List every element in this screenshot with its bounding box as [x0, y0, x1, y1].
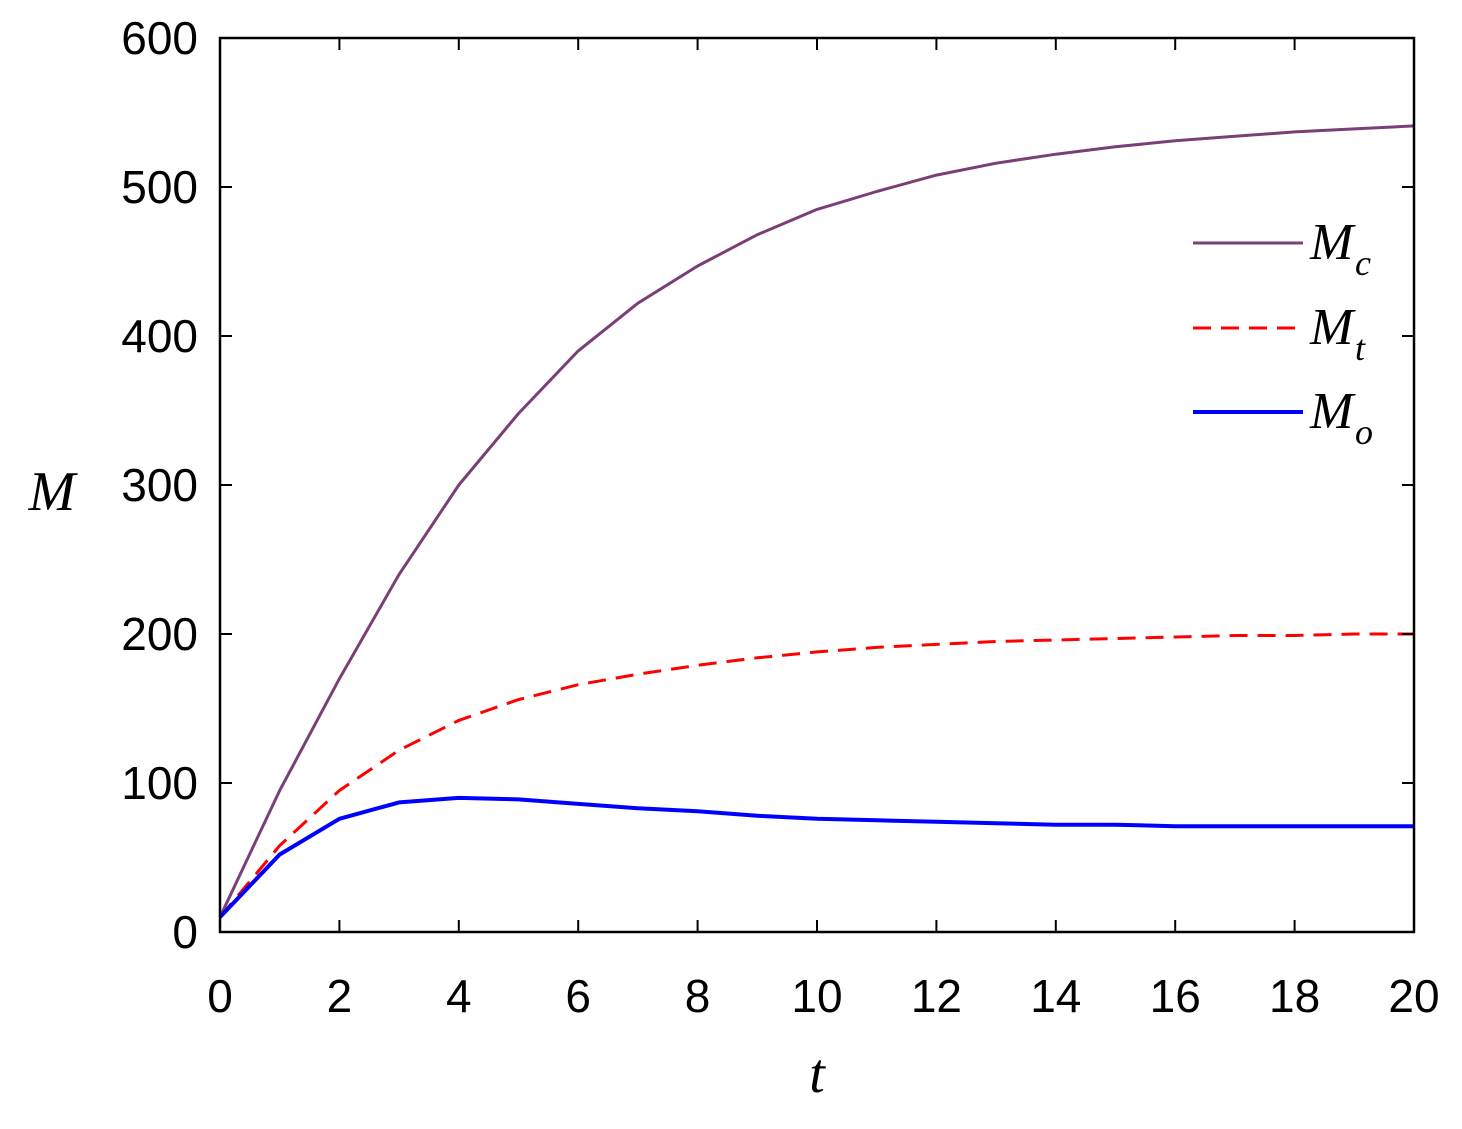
marks-layer — [218, 124, 1415, 919]
y-tick-label: 100 — [121, 757, 198, 809]
y-tick-label: 300 — [121, 459, 198, 511]
legend-label-c: M — [1309, 214, 1356, 271]
y-tick-label: 400 — [121, 310, 198, 362]
plot-frame — [218, 36, 1416, 934]
x-tick-label: 16 — [1150, 970, 1201, 1022]
legend-label-sub-o: o — [1355, 412, 1373, 452]
x-tick-label: 0 — [207, 970, 233, 1022]
x-tick-label: 14 — [1030, 970, 1081, 1022]
x-tick-label: 4 — [446, 970, 472, 1022]
series-line-t — [218, 632, 1414, 919]
y-tick-label: 0 — [172, 906, 198, 958]
y-tick-label: 200 — [121, 608, 198, 660]
series-line-o — [218, 795, 1414, 919]
x-tick-label: 2 — [327, 970, 353, 1022]
y-tick-label: 600 — [121, 12, 198, 64]
legend-label-o: M — [1309, 383, 1356, 440]
legend-label-sub-c: c — [1355, 243, 1371, 283]
x-tick-label: 20 — [1388, 970, 1439, 1022]
legend-label-t: M — [1309, 299, 1356, 356]
x-tick-label: 6 — [565, 970, 591, 1022]
x-tick-label: 18 — [1269, 970, 1320, 1022]
x-tick-label: 12 — [911, 970, 962, 1022]
y-tick-label: 500 — [121, 161, 198, 213]
legend-label-sub-t: t — [1355, 328, 1366, 368]
x-tick-label: 8 — [685, 970, 711, 1022]
x-axis-title: t — [809, 1043, 826, 1105]
y-axis-title: M — [28, 461, 79, 523]
series-line-c — [218, 124, 1415, 918]
x-tick-label: 10 — [791, 970, 842, 1022]
